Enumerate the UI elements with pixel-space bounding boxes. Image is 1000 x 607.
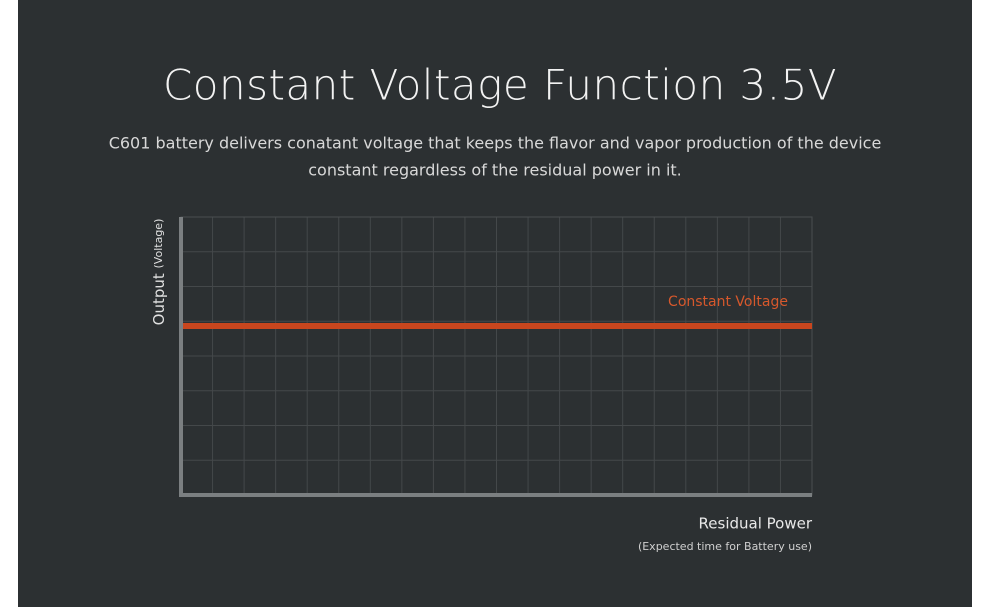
grid — [181, 217, 812, 495]
panel — [18, 0, 972, 607]
subtitle-line: constant regardless of the residual powe… — [308, 161, 682, 180]
y-axis-unit: (Voltage) — [152, 219, 165, 269]
line-label: Constant Voltage — [668, 294, 788, 310]
x-axis-label: Residual Power — [699, 515, 813, 533]
subtitle-line: C601 battery delivers conatant voltage t… — [109, 134, 882, 153]
y-axis-label: Output (Voltage) — [150, 219, 168, 326]
y-axis-title: Output — [150, 273, 168, 325]
title: Constant Voltage Function 3.5V — [163, 61, 837, 110]
x-axis-note: (Expected time for Battery use) — [638, 540, 812, 553]
